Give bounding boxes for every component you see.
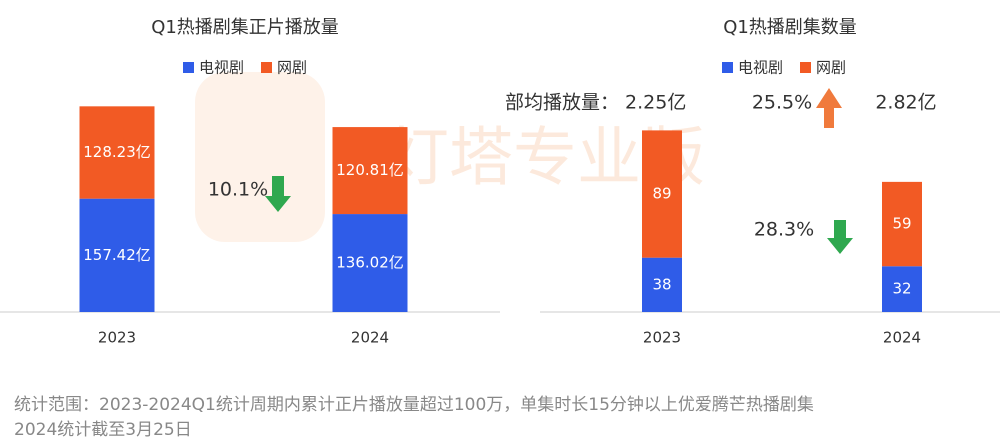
chart-title: Q1热播剧集正片播放量 (151, 17, 339, 38)
data-label: 157.42亿 (83, 246, 151, 264)
data-label: 128.23亿 (83, 143, 151, 161)
annotation: 25.5% (752, 92, 812, 114)
annotation: 28.3% (754, 219, 814, 241)
x-tick-label: 2024 (883, 329, 921, 347)
chart-title: Q1热播剧集数量 (723, 17, 857, 38)
watermark-logo (195, 72, 325, 242)
legend-swatch (183, 62, 194, 73)
x-tick-label: 2023 (643, 329, 681, 347)
footnote: 统计范围：2023-2024Q1统计周期内累计正片播放量超过100万，单集时长1… (14, 395, 814, 415)
footnote: 2024统计截至3月25日 (14, 420, 192, 440)
annotation: 2.82亿 (875, 92, 936, 114)
bar (642, 257, 682, 312)
legend-swatch (800, 62, 811, 73)
bar (642, 130, 682, 258)
annotation: 部均播放量： 2.25亿 (505, 92, 686, 114)
annotation: 10.1% (208, 179, 268, 201)
legend-label: 网剧 (277, 59, 307, 77)
bar (882, 266, 922, 312)
data-label: 136.02亿 (336, 254, 404, 272)
down-arrow (827, 220, 853, 254)
legend-label: 电视剧 (738, 59, 783, 77)
bar (332, 214, 408, 312)
down-arrow (265, 176, 291, 212)
legend-label: 网剧 (816, 59, 846, 77)
data-label: 32 (892, 280, 911, 298)
bar (332, 127, 408, 215)
legend-label: 电视剧 (199, 59, 244, 77)
data-label: 59 (892, 215, 911, 233)
data-label: 38 (652, 275, 671, 293)
data-label: 89 (652, 185, 671, 203)
bar (79, 106, 155, 199)
data-label: 120.81亿 (336, 161, 404, 179)
bar (79, 198, 155, 312)
bar (882, 181, 922, 267)
x-tick-label: 2024 (351, 329, 389, 347)
legend-swatch (261, 62, 272, 73)
legend-swatch (722, 62, 733, 73)
up-arrow (816, 88, 842, 128)
x-tick-label: 2023 (98, 329, 136, 347)
